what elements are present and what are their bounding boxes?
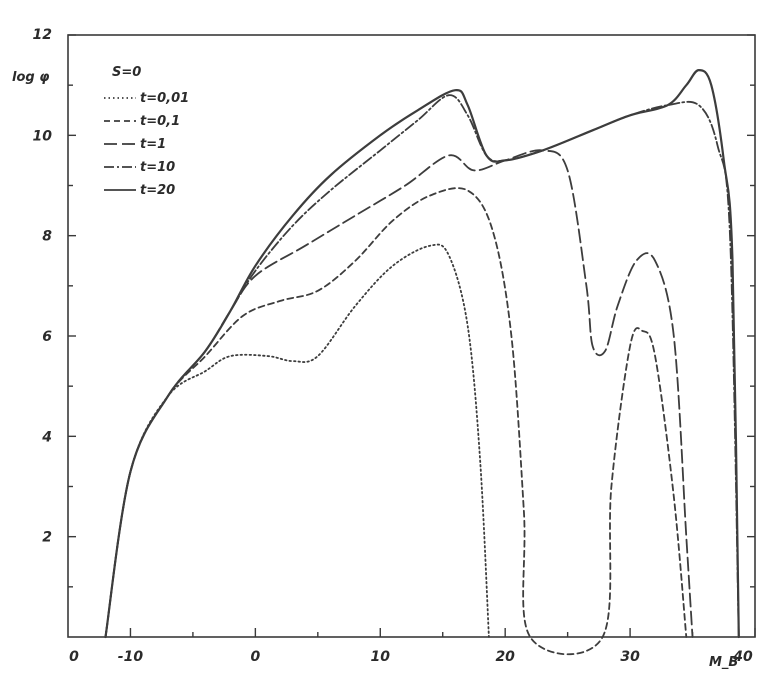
y-tick-label: 6	[42, 329, 52, 345]
x-tick-label: 10	[371, 649, 391, 665]
series-line	[104, 94, 740, 638]
series-line	[104, 187, 688, 656]
series-lines	[104, 69, 740, 656]
legend-label: t=1	[140, 137, 166, 152]
x-axis-label: M_B	[709, 655, 738, 670]
series-line	[104, 243, 490, 638]
y-tick-label: 12	[33, 27, 52, 43]
y-tick-label: 4	[41, 429, 52, 445]
legend-label: t=20	[140, 183, 175, 198]
y-axis-label: log φ	[12, 70, 49, 85]
legend: S=0 t=0,01 t=0,1 t=1 t=10 t=20	[104, 65, 189, 198]
x-tick-label: 0	[69, 649, 79, 665]
legend-label: t=10	[140, 160, 175, 175]
series-line	[104, 149, 694, 638]
x-tick-label: 40	[732, 649, 753, 665]
y-axis: 2 4 6 8 10 12	[33, 27, 755, 588]
x-tick-label: 20	[495, 649, 515, 665]
legend-label: t=0,01	[140, 91, 189, 106]
x-tick-label: -10	[118, 649, 144, 665]
y-tick-label: 2	[42, 530, 52, 546]
y-tick-label: 10	[33, 128, 53, 144]
x-axis: 0 -10 0 10 20 30 40	[69, 628, 756, 665]
x-tick-label: 30	[620, 649, 640, 665]
legend-title: S=0	[112, 65, 141, 80]
y-tick-label: 8	[42, 229, 52, 245]
x-tick-label: 0	[250, 649, 260, 665]
series-line	[104, 69, 740, 639]
legend-label: t=0,1	[140, 114, 180, 129]
